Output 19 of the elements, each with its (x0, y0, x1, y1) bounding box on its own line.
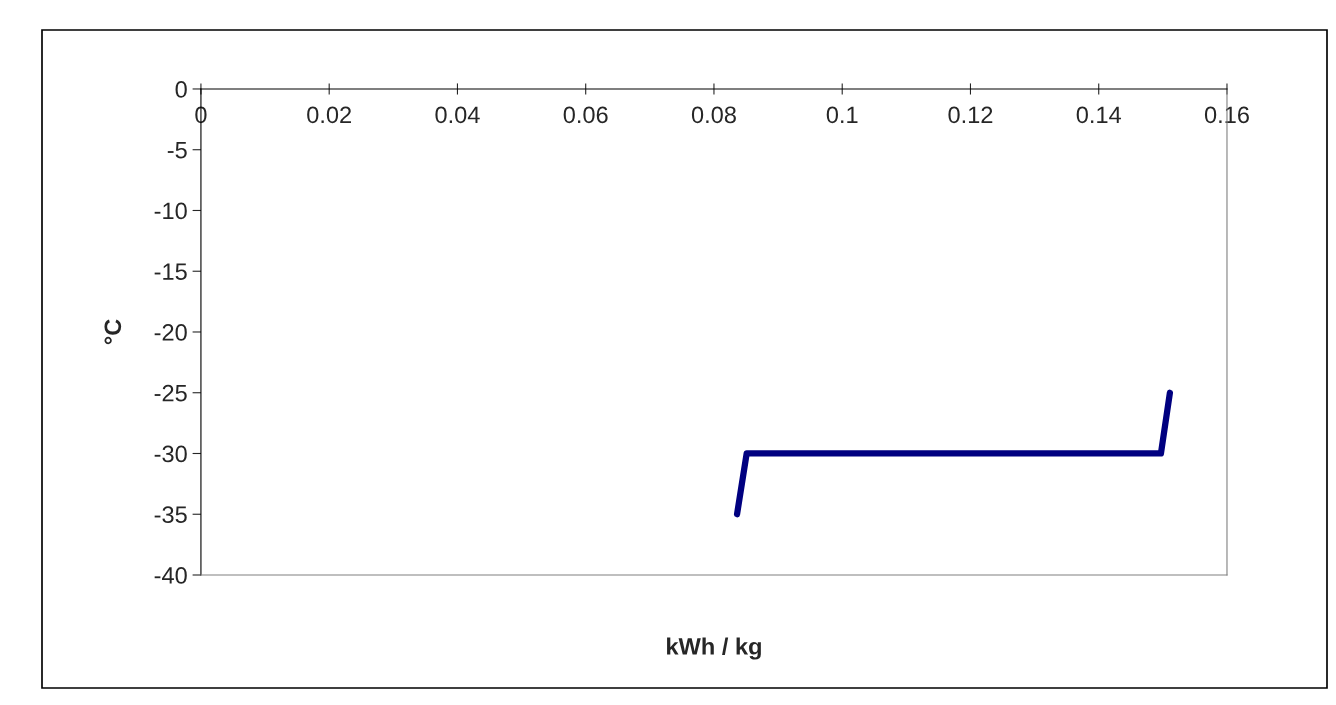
x-tick-label: 0.16 (1204, 106, 1249, 124)
x-tick-label: 0.02 (307, 106, 351, 124)
x-tick-label: 0.06 (563, 106, 608, 124)
y-tick-label: -5 (167, 142, 187, 159)
y-tick-label: -20 (154, 324, 187, 341)
y-tick-label: -30 (154, 445, 187, 463)
y-tick-label: -10 (154, 202, 187, 220)
y-axis-title: °C (104, 319, 122, 345)
x-tick-label: 0.08 (691, 106, 736, 124)
x-tick-label: 0.12 (948, 106, 993, 124)
x-tick-label: 0.04 (435, 106, 480, 124)
y-tick-label: 0 (175, 81, 187, 98)
x-axis-title: kWh / kg (667, 637, 761, 660)
y-tick-label: -15 (154, 263, 187, 281)
x-tick-label: 0.14 (1076, 106, 1122, 124)
y-tick-label: -35 (154, 506, 187, 524)
x-tick-label: 0.1 (826, 106, 858, 124)
y-tick-label: -40 (154, 567, 187, 584)
y-tick-label: -25 (154, 384, 187, 402)
